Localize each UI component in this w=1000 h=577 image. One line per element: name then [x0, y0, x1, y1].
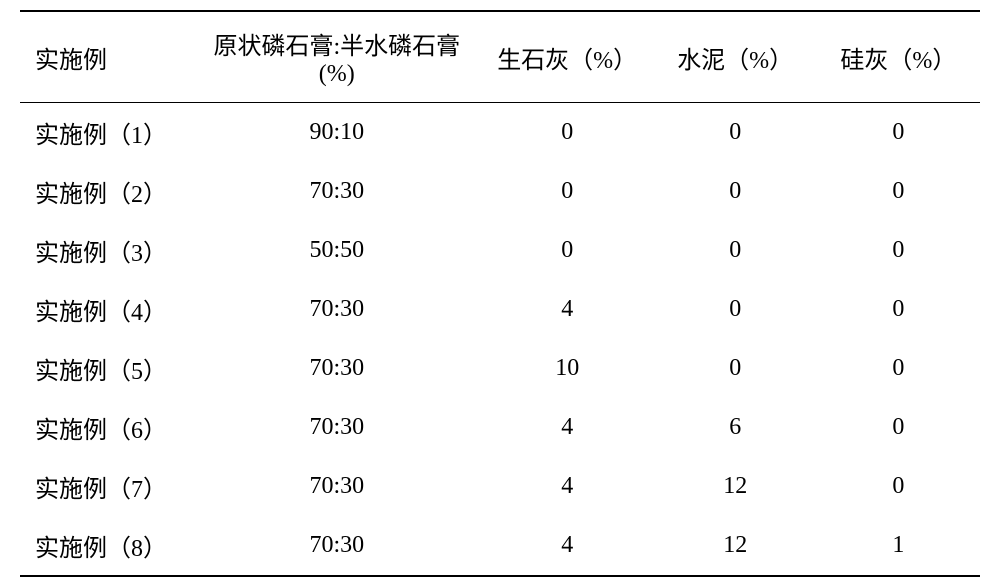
table-cell: 实施例（3） [20, 221, 193, 280]
column-header: 实施例 [20, 11, 193, 103]
column-header: 原状磷石膏:半水磷石膏(%) [193, 11, 481, 103]
table-row: 实施例（3） 50:50 0 0 0 [20, 221, 980, 280]
table-cell: 实施例（1） [20, 103, 193, 163]
table-cell: 4 [481, 280, 654, 339]
table-row: 实施例（2） 70:30 0 0 0 [20, 162, 980, 221]
table-cell: 0 [817, 280, 980, 339]
table-cell: 0 [817, 339, 980, 398]
table-cell: 0 [817, 103, 980, 163]
table-cell: 70:30 [193, 339, 481, 398]
table-cell: 70:30 [193, 457, 481, 516]
table-cell: 0 [817, 162, 980, 221]
table-cell: 0 [817, 398, 980, 457]
table-cell: 70:30 [193, 516, 481, 576]
table-cell: 50:50 [193, 221, 481, 280]
table-cell: 4 [481, 457, 654, 516]
table-cell: 实施例（8） [20, 516, 193, 576]
column-header: 生石灰（%） [481, 11, 654, 103]
table-cell: 90:10 [193, 103, 481, 163]
table-cell: 0 [654, 221, 817, 280]
table-row: 实施例（8） 70:30 4 12 1 [20, 516, 980, 576]
table-cell: 4 [481, 516, 654, 576]
table-cell: 70:30 [193, 162, 481, 221]
table-cell: 10 [481, 339, 654, 398]
column-header: 水泥（%） [654, 11, 817, 103]
table-cell: 1 [817, 516, 980, 576]
table-cell: 0 [481, 162, 654, 221]
column-header: 硅灰（%） [817, 11, 980, 103]
data-table: 实施例 原状磷石膏:半水磷石膏(%) 生石灰（%） 水泥（%） 硅灰（%） 实施… [20, 10, 980, 577]
table-cell: 12 [654, 516, 817, 576]
table-header-row: 实施例 原状磷石膏:半水磷石膏(%) 生石灰（%） 水泥（%） 硅灰（%） [20, 11, 980, 103]
table-cell: 实施例（7） [20, 457, 193, 516]
table-cell: 70:30 [193, 280, 481, 339]
table-row: 实施例（6） 70:30 4 6 0 [20, 398, 980, 457]
table-cell: 12 [654, 457, 817, 516]
table-cell: 0 [481, 103, 654, 163]
table-cell: 0 [654, 162, 817, 221]
table-cell: 0 [817, 221, 980, 280]
table-row: 实施例（4） 70:30 4 0 0 [20, 280, 980, 339]
table-row: 实施例（5） 70:30 10 0 0 [20, 339, 980, 398]
table-cell: 0 [481, 221, 654, 280]
table-cell: 0 [654, 339, 817, 398]
table-cell: 0 [817, 457, 980, 516]
table-row: 实施例（7） 70:30 4 12 0 [20, 457, 980, 516]
table-cell: 实施例（6） [20, 398, 193, 457]
table-cell: 0 [654, 103, 817, 163]
table-cell: 6 [654, 398, 817, 457]
table-cell: 0 [654, 280, 817, 339]
table-cell: 实施例（5） [20, 339, 193, 398]
table-cell: 70:30 [193, 398, 481, 457]
table-cell: 实施例（2） [20, 162, 193, 221]
table-cell: 4 [481, 398, 654, 457]
table-row: 实施例（1） 90:10 0 0 0 [20, 103, 980, 163]
table-cell: 实施例（4） [20, 280, 193, 339]
